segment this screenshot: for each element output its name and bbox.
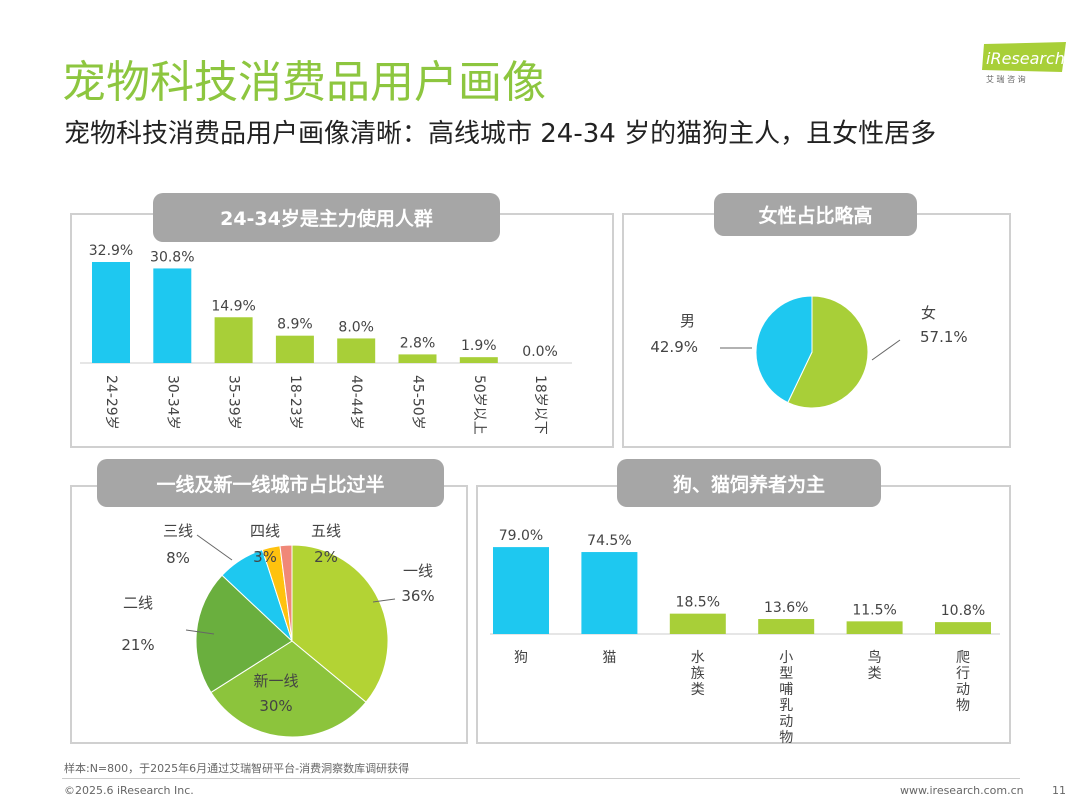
logo-text: iResearch xyxy=(986,49,1065,68)
leader-line xyxy=(196,534,233,561)
bar xyxy=(337,338,376,363)
sample-note: 样本:N=800，于2025年6月通过艾瑞智研平台-消费洞察数库调研获得 xyxy=(64,762,410,775)
pie-slice xyxy=(279,544,293,642)
pet-panel-title: 狗、猫饲养者为主 xyxy=(617,459,881,507)
category-label: 40-44岁 xyxy=(348,375,364,430)
bar xyxy=(459,357,498,363)
category-label: 24-29岁 xyxy=(103,375,119,430)
pie-name-label: 五线 xyxy=(311,522,341,540)
bar-value-label: 32.9% xyxy=(89,243,133,259)
bar xyxy=(581,552,638,634)
bar xyxy=(398,354,437,363)
copyright: ©2025.6 iResearch Inc. xyxy=(64,784,194,797)
category-label: 爬行动物 xyxy=(956,650,970,714)
category-label: 18-23岁 xyxy=(287,375,303,430)
leader-line xyxy=(185,629,215,635)
pie-slice xyxy=(787,295,869,409)
bar xyxy=(92,261,130,363)
svg-text:艾 瑞 咨 询: 艾 瑞 咨 询 xyxy=(986,74,1026,84)
bar-value-label: 2.8% xyxy=(400,335,436,351)
category-label: 45-50岁 xyxy=(410,375,426,430)
category-label: 35-39岁 xyxy=(226,375,242,430)
pie-name-label: 四线 xyxy=(250,522,280,540)
city-panel-title: 一线及新一线城市占比过半 xyxy=(97,459,444,507)
pie-value-label: 2% xyxy=(314,548,338,566)
leader-line xyxy=(372,598,396,603)
bar xyxy=(669,613,726,634)
page-title: 宠物科技消费品用户画像 xyxy=(62,57,546,108)
pie-name-label: 一线 xyxy=(403,562,433,580)
leader-line xyxy=(871,339,901,361)
bar-value-label: 14.9% xyxy=(211,298,255,314)
pie-name-label: 男 xyxy=(680,312,695,330)
pie-value-label: 36% xyxy=(401,587,434,605)
pie-slice xyxy=(210,640,367,738)
bar-value-label: 13.6% xyxy=(764,600,808,616)
pie-value-label: 30% xyxy=(259,697,292,715)
bar-value-label: 30.8% xyxy=(150,249,194,265)
category-label: 30-34岁 xyxy=(164,375,180,430)
bar-value-label: 10.8% xyxy=(941,603,985,619)
pie-name-label: 女 xyxy=(921,304,936,322)
category-label: 50岁以上 xyxy=(471,375,487,435)
pie-slice xyxy=(755,295,813,404)
category-label: 猫 xyxy=(602,650,616,666)
page-number: 11 xyxy=(1052,784,1066,797)
age-panel-title: 24-34岁是主力使用人群 xyxy=(153,193,500,242)
bar-value-label: 11.5% xyxy=(852,602,896,618)
pie-name-label: 二线 xyxy=(123,594,153,612)
bar xyxy=(493,547,549,634)
bar xyxy=(275,335,314,363)
category-label: 小型哺乳动物 xyxy=(779,650,793,746)
category-label: 狗 xyxy=(514,650,528,666)
bar-value-label: 0.0% xyxy=(522,344,558,360)
category-label: 水族类 xyxy=(691,650,705,698)
bar-value-label: 79.0% xyxy=(499,528,543,544)
page-subtitle: 宠物科技消费品用户画像清晰：高线城市 24-34 岁的猫狗主人，且女性居多 xyxy=(64,119,937,149)
bar-value-label: 18.5% xyxy=(676,595,720,611)
bar-value-label: 8.0% xyxy=(338,319,374,335)
pie-name-label: 新一线 xyxy=(253,672,298,690)
website: www.iresearch.com.cn xyxy=(900,784,1024,797)
pie-slice xyxy=(291,544,389,703)
footer-divider xyxy=(62,778,1020,779)
pie-name-label: 三线 xyxy=(163,522,193,540)
gender-panel-title: 女性占比略高 xyxy=(714,193,917,236)
bar-value-label: 74.5% xyxy=(587,533,631,549)
bar xyxy=(153,268,192,363)
bar-value-label: 1.9% xyxy=(461,338,497,354)
bar xyxy=(846,621,903,634)
category-label: 鸟类 xyxy=(868,650,882,682)
bar xyxy=(214,317,253,363)
pie-value-label: 57.1% xyxy=(920,328,968,346)
pie-value-label: 8% xyxy=(166,549,190,567)
category-label: 18岁以下 xyxy=(532,375,548,435)
bar-value-label: 8.9% xyxy=(277,317,313,333)
iresearch-logo: iResearch 艾 瑞 咨 询 xyxy=(982,42,1066,84)
pie-value-label: 21% xyxy=(121,636,154,654)
pie-value-label: 42.9% xyxy=(650,338,698,356)
bar xyxy=(935,622,991,634)
pie-value-label: 3% xyxy=(253,548,277,566)
bar xyxy=(758,619,815,634)
